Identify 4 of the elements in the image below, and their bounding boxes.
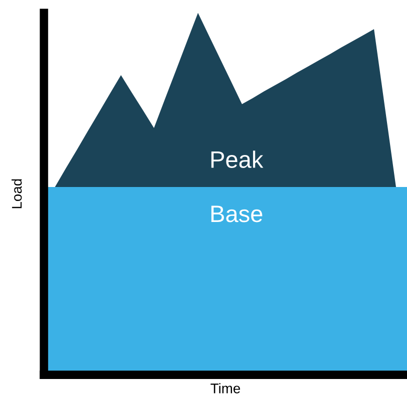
y-axis-title: Load xyxy=(12,179,22,208)
series-label: Base xyxy=(211,206,262,222)
x-axis-title: Time xyxy=(210,383,240,394)
series-label: Peak xyxy=(211,150,264,168)
